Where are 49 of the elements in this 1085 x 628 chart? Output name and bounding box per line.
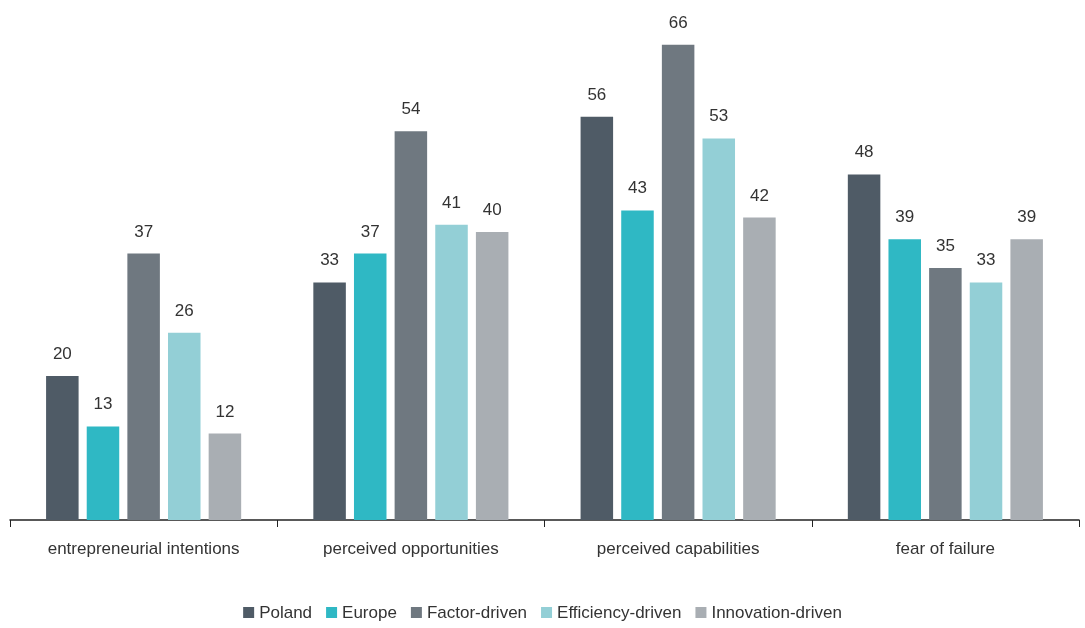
legend-label: Europe <box>342 603 397 622</box>
data-label: 43 <box>628 178 647 198</box>
data-label: 66 <box>668 12 688 32</box>
bar <box>580 116 614 520</box>
bar <box>621 210 654 520</box>
x-tick-label: fear of failure <box>895 539 995 558</box>
bar <box>208 433 242 520</box>
data-label: 33 <box>320 250 340 270</box>
data-label: 48 <box>854 142 874 162</box>
legend-label: Efficiency-driven <box>557 603 682 622</box>
data-label: 33 <box>976 250 996 270</box>
data-label: 20 <box>52 344 72 363</box>
legend-label: Innovation-driven <box>711 603 842 622</box>
bar <box>888 239 921 520</box>
data-label: 40 <box>482 200 502 219</box>
bar <box>86 426 120 520</box>
data-label: 35 <box>935 236 955 255</box>
data-label: 54 <box>401 99 421 119</box>
bar <box>1010 239 1043 520</box>
bar <box>702 138 736 520</box>
bar <box>394 131 428 520</box>
x-tick-label: perceived opportunities <box>322 539 499 558</box>
bar <box>435 224 468 520</box>
bar <box>168 332 201 520</box>
legend-label: Factor-driven <box>426 603 528 622</box>
bar <box>661 44 695 520</box>
bar <box>475 232 509 520</box>
bar <box>313 282 346 520</box>
bar <box>929 268 962 520</box>
data-label: 39 <box>895 207 915 227</box>
data-label: 12 <box>215 401 235 421</box>
data-label: 53 <box>709 106 729 126</box>
data-label: 26 <box>174 300 194 320</box>
bar <box>969 282 1003 520</box>
x-tick-label: entrepreneurial intentions <box>47 539 240 558</box>
data-label: 37 <box>360 221 380 241</box>
data-label: 42 <box>749 185 769 205</box>
bar <box>353 253 387 520</box>
data-label: 41 <box>442 192 461 212</box>
bar <box>127 253 160 520</box>
data-label: 37 <box>134 221 154 241</box>
legend-label: Poland <box>259 603 313 622</box>
data-label: 56 <box>587 84 607 104</box>
data-label: 39 <box>1017 207 1037 227</box>
data-label: 13 <box>93 394 113 414</box>
bar <box>743 217 776 520</box>
bar <box>847 174 881 520</box>
bar <box>46 376 79 520</box>
x-tick-label: perceived capabilities <box>596 539 760 558</box>
